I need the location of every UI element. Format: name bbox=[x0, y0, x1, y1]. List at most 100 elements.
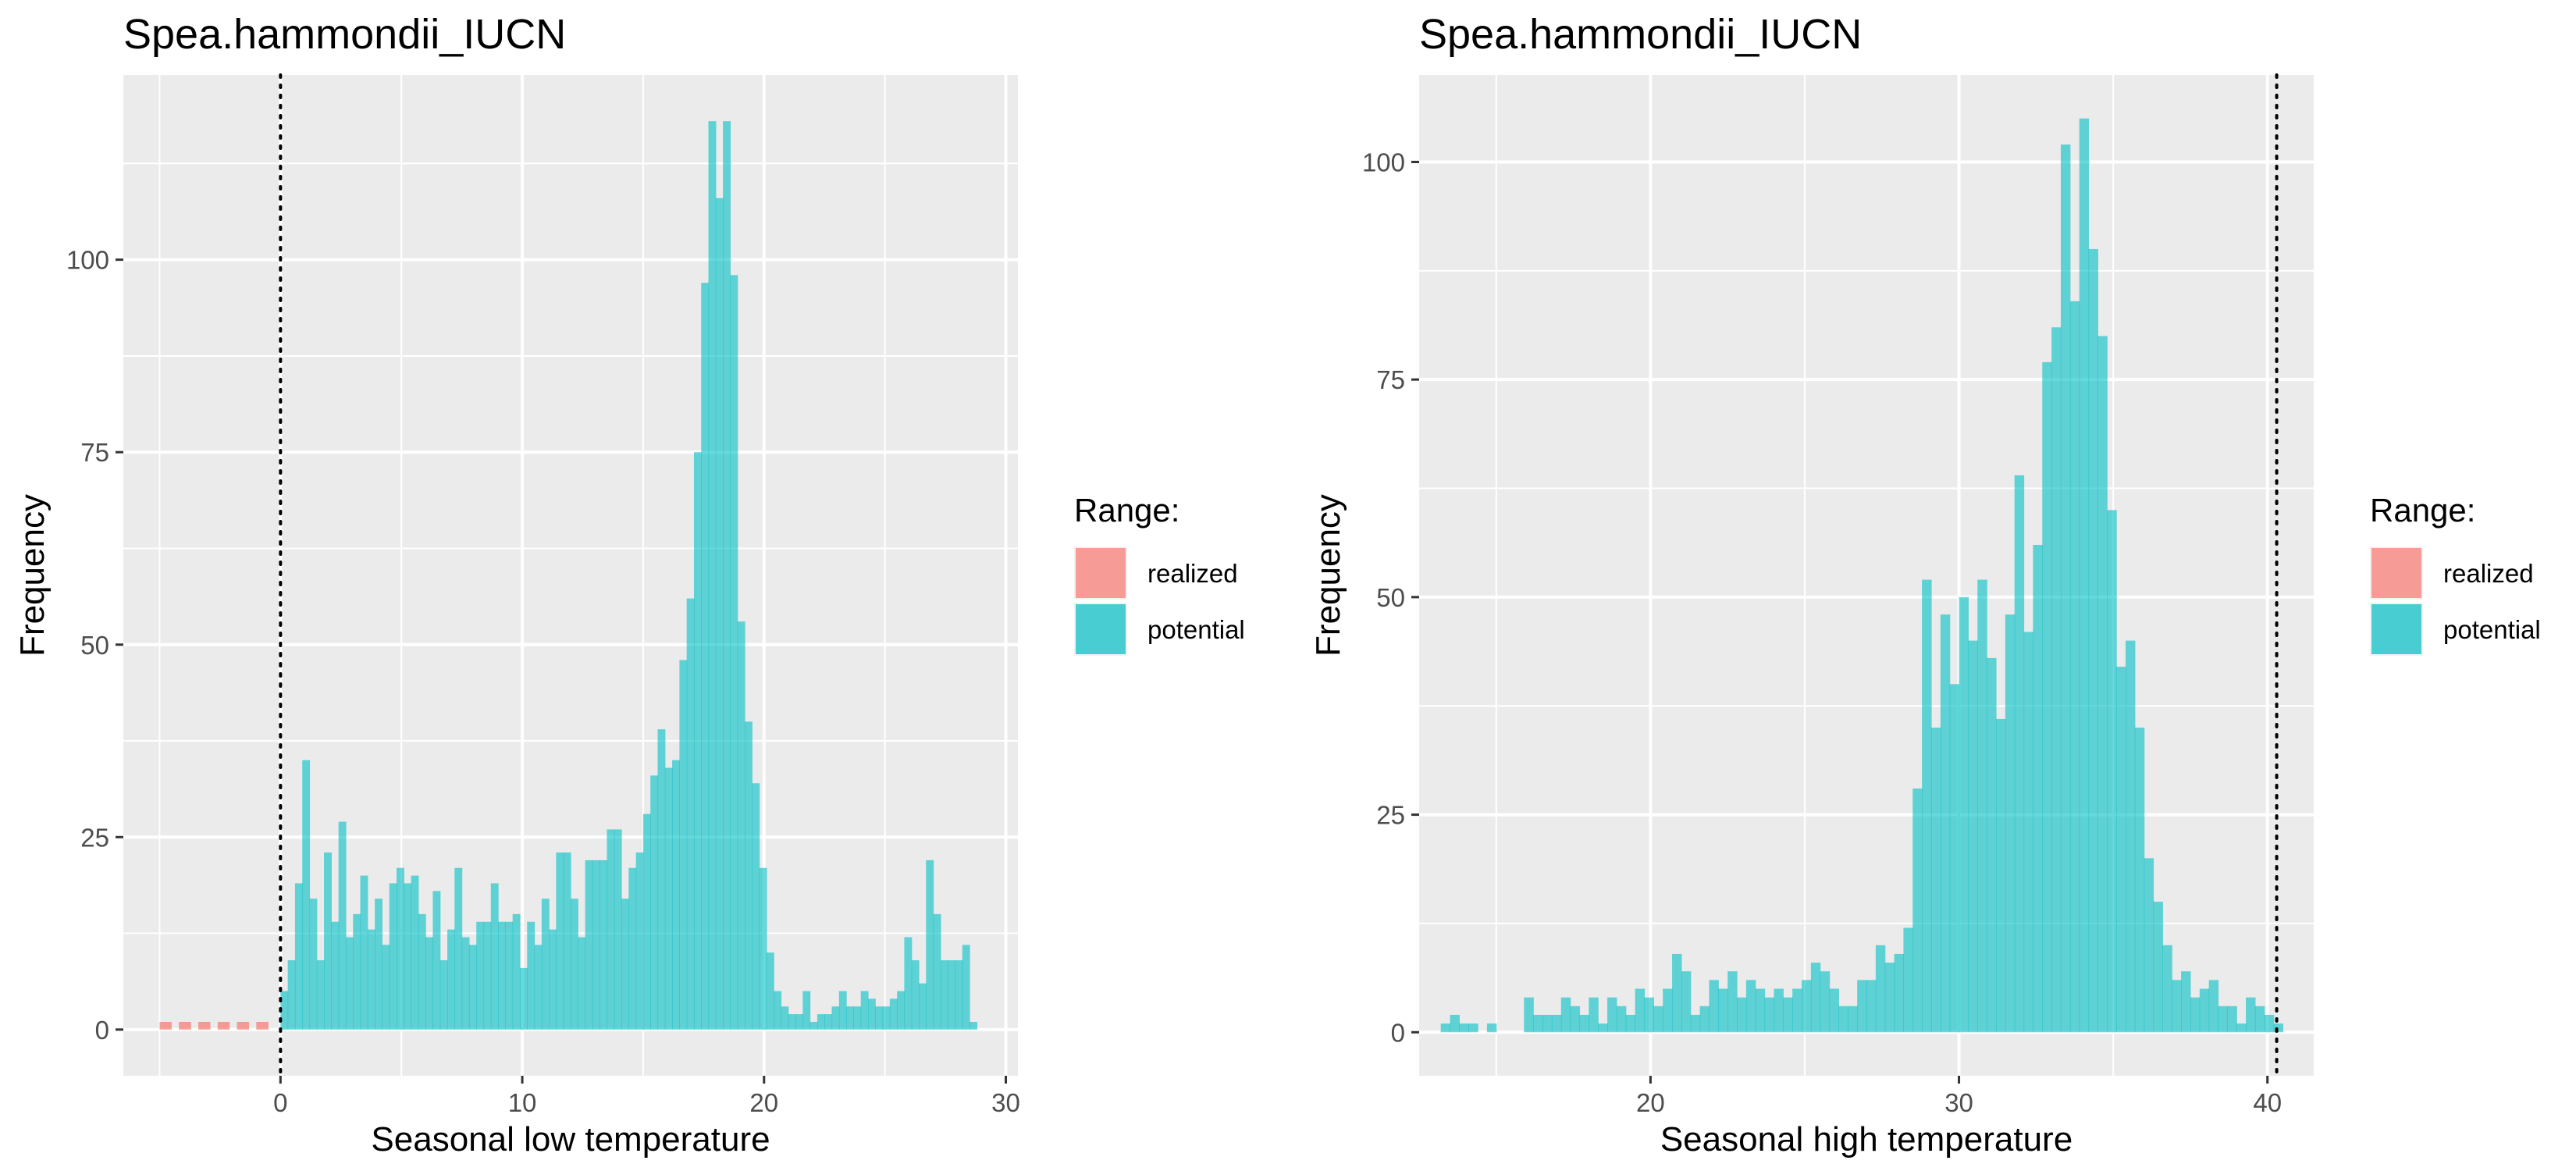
bar-potential bbox=[302, 760, 311, 1030]
bar-potential bbox=[650, 775, 659, 1030]
bar-potential bbox=[571, 899, 578, 1030]
bar-potential bbox=[730, 275, 738, 1030]
bar-potential bbox=[505, 921, 514, 1030]
bar-potential bbox=[693, 452, 702, 1030]
bar-potential bbox=[635, 852, 644, 1030]
chart-title: Spea.hammondii_IUCN bbox=[1419, 11, 1862, 58]
bar-potential bbox=[838, 991, 847, 1030]
legend-title: Range: bbox=[2370, 492, 2475, 529]
bar-potential bbox=[432, 891, 441, 1030]
bar-potential bbox=[2042, 361, 2052, 1033]
bar-potential bbox=[1607, 997, 1617, 1033]
x-tick-label: 30 bbox=[991, 1088, 1020, 1117]
bar-potential bbox=[672, 760, 680, 1030]
bar-potential bbox=[461, 937, 470, 1030]
bar-potential bbox=[723, 121, 731, 1030]
bar-potential bbox=[701, 283, 710, 1030]
legend-key-realized bbox=[2371, 548, 2421, 598]
bar-potential bbox=[1820, 971, 1831, 1033]
bar-potential bbox=[867, 998, 876, 1030]
bar-potential bbox=[664, 767, 673, 1030]
bar-potential bbox=[404, 883, 412, 1030]
bar-potential bbox=[759, 867, 767, 1030]
bar-potential bbox=[498, 921, 506, 1030]
bar-potential bbox=[2227, 1005, 2237, 1033]
bar-potential bbox=[1783, 997, 1793, 1033]
bar-potential bbox=[1468, 1023, 1478, 1033]
bar-potential bbox=[1977, 579, 1987, 1033]
y-tick-label: 0 bbox=[95, 1016, 109, 1045]
bar-potential bbox=[1459, 1023, 1469, 1033]
bar-potential bbox=[2153, 902, 2163, 1033]
bar-realized bbox=[198, 1021, 211, 1030]
bar-potential bbox=[817, 1014, 825, 1030]
bar-potential bbox=[2181, 971, 2191, 1033]
bar-potential bbox=[781, 1006, 789, 1030]
bar-potential bbox=[1949, 684, 1960, 1033]
bar-potential bbox=[1866, 980, 1877, 1033]
x-tick-label: 20 bbox=[749, 1088, 778, 1117]
bar-potential bbox=[1940, 614, 1951, 1033]
bar-potential bbox=[2254, 1005, 2265, 1033]
chart-panel-2: 20 30 40 0 25 50 75 100 Spea.hammondii_IUCN Seaso… bbox=[1309, 11, 2541, 1159]
bar-realized bbox=[179, 1021, 191, 1030]
bar-potential bbox=[389, 883, 397, 1030]
bar-potential bbox=[2079, 118, 2090, 1033]
bar-potential bbox=[1802, 980, 1812, 1033]
x-tick-label: 30 bbox=[1944, 1088, 1973, 1117]
bar-potential bbox=[933, 913, 941, 1030]
series-potential bbox=[280, 121, 977, 1030]
bar-potential bbox=[708, 121, 717, 1030]
bar-potential bbox=[1903, 927, 1913, 1033]
x-tick-label: 40 bbox=[2253, 1088, 2282, 1117]
bar-potential bbox=[287, 960, 296, 1030]
bar-potential bbox=[1912, 788, 1923, 1033]
bar-potential bbox=[2144, 858, 2154, 1033]
bar-potential bbox=[1486, 1023, 1497, 1033]
bar-potential bbox=[1875, 945, 1886, 1033]
bar-potential bbox=[425, 937, 434, 1030]
bar-potential bbox=[1755, 988, 1766, 1033]
bar-potential bbox=[2172, 980, 2182, 1033]
bar-potential bbox=[2107, 510, 2117, 1033]
bar-potential bbox=[2069, 301, 2080, 1033]
legend-key-potential bbox=[2371, 604, 2421, 654]
bar-potential bbox=[1690, 1014, 1701, 1033]
bar-potential bbox=[541, 899, 550, 1030]
bar-potential bbox=[1450, 1014, 1460, 1033]
bar-potential bbox=[809, 1021, 818, 1030]
legend: Range: realized potential bbox=[1074, 492, 1245, 656]
bar-potential bbox=[2134, 728, 2145, 1033]
bar-potential bbox=[578, 937, 586, 1030]
bar-potential bbox=[926, 860, 934, 1030]
bar-potential bbox=[1598, 1023, 1608, 1033]
bar-potential bbox=[2264, 1014, 2275, 1033]
bar-potential bbox=[679, 660, 688, 1030]
bar-potential bbox=[2190, 997, 2201, 1033]
series-realized bbox=[159, 1021, 269, 1030]
bar-potential bbox=[1672, 953, 1682, 1033]
bar-potential bbox=[2125, 640, 2136, 1033]
bar-potential bbox=[1625, 1014, 1636, 1033]
bar-potential bbox=[1829, 988, 1840, 1033]
bar-potential bbox=[802, 991, 811, 1030]
bar-potential bbox=[1644, 997, 1654, 1033]
bar-potential bbox=[294, 883, 303, 1030]
bar-realized bbox=[237, 1021, 250, 1030]
bar-potential bbox=[1551, 1014, 1562, 1033]
bar-potential bbox=[1616, 1005, 1627, 1033]
bar-potential bbox=[353, 913, 361, 1030]
bar-potential bbox=[2199, 988, 2210, 1033]
bar-potential bbox=[795, 1014, 803, 1030]
bar-potential bbox=[621, 899, 629, 1030]
bar-potential bbox=[962, 945, 970, 1030]
legend-title: Range: bbox=[1074, 492, 1179, 529]
bar-potential bbox=[439, 960, 448, 1030]
bar-potential bbox=[940, 960, 948, 1030]
x-tick-label: 0 bbox=[273, 1088, 287, 1117]
y-tick-label: 0 bbox=[1391, 1018, 1405, 1047]
bar-potential bbox=[2208, 980, 2219, 1033]
y-tick-label: 75 bbox=[80, 438, 109, 467]
bar-potential bbox=[396, 867, 404, 1030]
